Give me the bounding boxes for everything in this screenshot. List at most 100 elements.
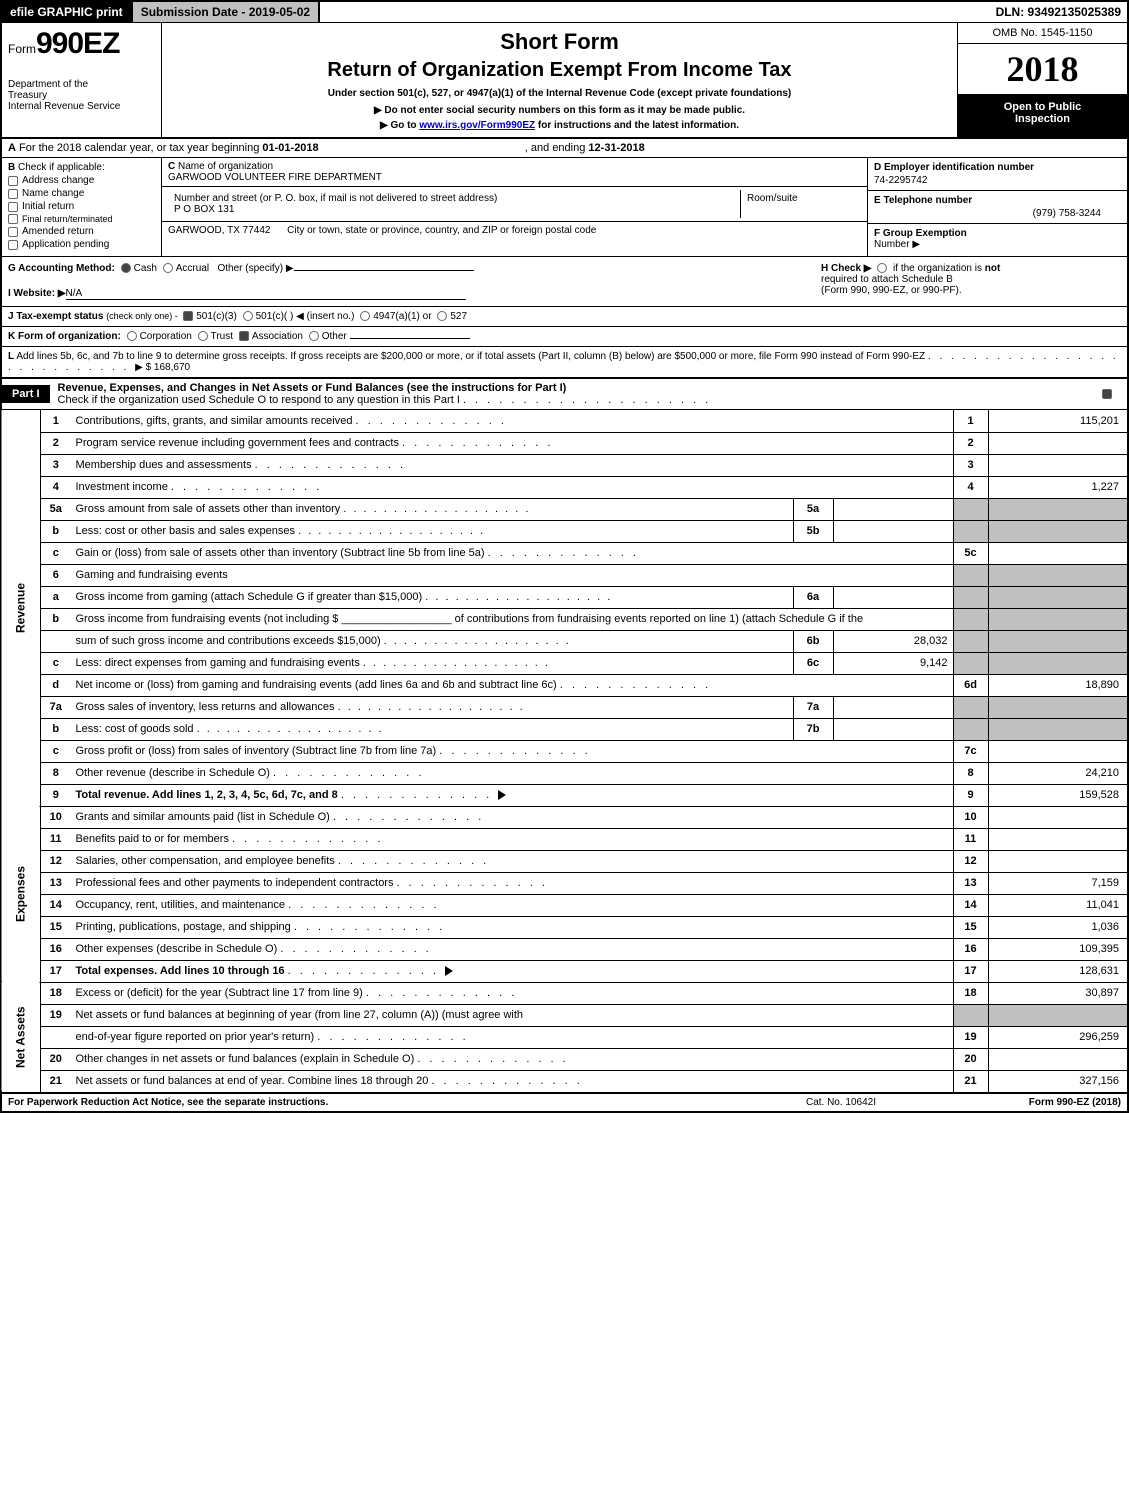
line-box-shaded: [953, 696, 988, 718]
row-j: J Tax-exempt status (check only one) - 5…: [0, 307, 1129, 327]
sub-line-value: [833, 520, 953, 542]
line-box: 7c: [953, 740, 988, 762]
website-value: N/A: [66, 288, 466, 300]
line-desc: Gross amount from sale of assets other t…: [71, 498, 794, 520]
line-value: [988, 454, 1128, 476]
table-row: 12Salaries, other compensation, and empl…: [1, 850, 1128, 872]
chk-501c[interactable]: [243, 311, 253, 321]
name-label: Name of organization: [178, 161, 273, 172]
label-a: A: [8, 142, 16, 154]
line-box: 8: [953, 762, 988, 784]
line-val-shaded: [988, 586, 1128, 608]
efile-print-button[interactable]: efile GRAPHIC print: [2, 2, 133, 22]
line-value: 30,897: [988, 982, 1128, 1004]
radio-corp[interactable]: [127, 331, 137, 341]
line-desc: Other revenue (describe in Schedule O) .…: [71, 762, 954, 784]
line-value: 128,631: [988, 960, 1128, 982]
label-c: C: [168, 161, 175, 172]
line-value: [988, 542, 1128, 564]
table-row: bGross income from fundraising events (n…: [1, 608, 1128, 630]
line-val-shaded: [988, 498, 1128, 520]
table-row: 11Benefits paid to or for members . . . …: [1, 828, 1128, 850]
paperwork-notice: For Paperwork Reduction Act Notice, see …: [8, 1097, 741, 1108]
table-row: end-of-year figure reported on prior yea…: [1, 1026, 1128, 1048]
radio-cash[interactable]: [121, 263, 131, 273]
line-desc: Total revenue. Add lines 1, 2, 3, 4, 5c,…: [71, 784, 954, 806]
dept-line2: Treasury: [8, 90, 47, 101]
opt-corp: Corporation: [140, 331, 192, 342]
line-number: b: [41, 520, 71, 542]
line-desc: Gaming and fundraising events: [71, 564, 954, 586]
chk-name-change[interactable]: Name change: [8, 188, 155, 199]
table-row: 15Printing, publications, postage, and s…: [1, 916, 1128, 938]
radio-accrual[interactable]: [163, 263, 173, 273]
sub-line-number: 7a: [793, 696, 833, 718]
line-desc: Gross sales of inventory, less returns a…: [71, 696, 794, 718]
other-specify-input[interactable]: [294, 270, 474, 271]
chk-527[interactable]: [437, 311, 447, 321]
radio-trust[interactable]: [198, 331, 208, 341]
chk-application-pending[interactable]: Application pending: [8, 239, 155, 250]
section-label-netassets: Net Assets: [1, 982, 41, 1092]
chk-initial-return[interactable]: Initial return: [8, 201, 155, 212]
table-row: cGain or (loss) from sale of assets othe…: [1, 542, 1128, 564]
irs-link[interactable]: www.irs.gov/Form990EZ: [419, 120, 535, 131]
line-box-shaded: [953, 520, 988, 542]
line-value: 109,395: [988, 938, 1128, 960]
line-number: 17: [41, 960, 71, 982]
check-if-applicable: Check if applicable:: [18, 162, 105, 173]
line-box: 16: [953, 938, 988, 960]
line-value: [988, 1048, 1128, 1070]
radio-other-org[interactable]: [309, 331, 319, 341]
line-val-shaded: [988, 520, 1128, 542]
line-number: 5a: [41, 498, 71, 520]
l-gross-receipts: ▶ $ 168,670: [135, 362, 190, 373]
chk-4947[interactable]: [360, 311, 370, 321]
submission-date: Submission Date - 2019-05-02: [133, 2, 320, 22]
chk-schedule-o[interactable]: [1102, 389, 1112, 399]
chk-final-return[interactable]: Final return/terminated: [8, 214, 155, 224]
top-bar: efile GRAPHIC print Submission Date - 20…: [0, 0, 1129, 22]
sub-line-number: 7b: [793, 718, 833, 740]
line-number: a: [41, 586, 71, 608]
line-number: c: [41, 652, 71, 674]
line-box-shaded: [953, 652, 988, 674]
chk-501c3[interactable]: [183, 311, 193, 321]
line-desc: Gross profit or (loss) from sales of inv…: [71, 740, 954, 762]
line-value: [988, 806, 1128, 828]
line-desc: end-of-year figure reported on prior yea…: [71, 1026, 954, 1048]
table-row: 2Program service revenue including gover…: [1, 432, 1128, 454]
line-number: 12: [41, 850, 71, 872]
line-desc: Contributions, gifts, grants, and simila…: [71, 410, 954, 432]
line-box-shaded: [953, 498, 988, 520]
line-number: 1: [41, 410, 71, 432]
line-desc: Net assets or fund balances at beginning…: [71, 1004, 954, 1026]
line-box: 14: [953, 894, 988, 916]
line-number: 21: [41, 1070, 71, 1092]
line-value: 11,041: [988, 894, 1128, 916]
chk-label: Application pending: [22, 239, 109, 250]
radio-h[interactable]: [877, 263, 887, 273]
return-title: Return of Organization Exempt From Incom…: [170, 59, 949, 82]
line-desc: Printing, publications, postage, and shi…: [71, 916, 954, 938]
line-box: 4: [953, 476, 988, 498]
form-ref: Form 990-EZ (2018): [941, 1097, 1121, 1108]
other-org-input[interactable]: [350, 338, 470, 339]
line-desc: Salaries, other compensation, and employ…: [71, 850, 954, 872]
line-number: c: [41, 542, 71, 564]
table-row: 21Net assets or fund balances at end of …: [1, 1070, 1128, 1092]
chk-address-change[interactable]: Address change: [8, 175, 155, 186]
line-desc: Gross income from gaming (attach Schedul…: [71, 586, 794, 608]
chk-amended-return[interactable]: Amended return: [8, 226, 155, 237]
l-text: Add lines 5b, 6c, and 7b to line 9 to de…: [16, 351, 925, 362]
line-number: 10: [41, 806, 71, 828]
line-value: 1,036: [988, 916, 1128, 938]
line-box: 2: [953, 432, 988, 454]
addr-label: Number and street (or P. O. box, if mail…: [174, 193, 497, 204]
header-center: Short Form Return of Organization Exempt…: [162, 23, 957, 137]
radio-assoc[interactable]: [239, 331, 249, 341]
opt-527: 527: [450, 311, 467, 322]
table-row: bLess: cost of goods sold 7b: [1, 718, 1128, 740]
opt-501c: 501(c)( ) ◀ (insert no.): [256, 311, 355, 322]
ein-label: D Employer identification number: [874, 162, 1034, 173]
